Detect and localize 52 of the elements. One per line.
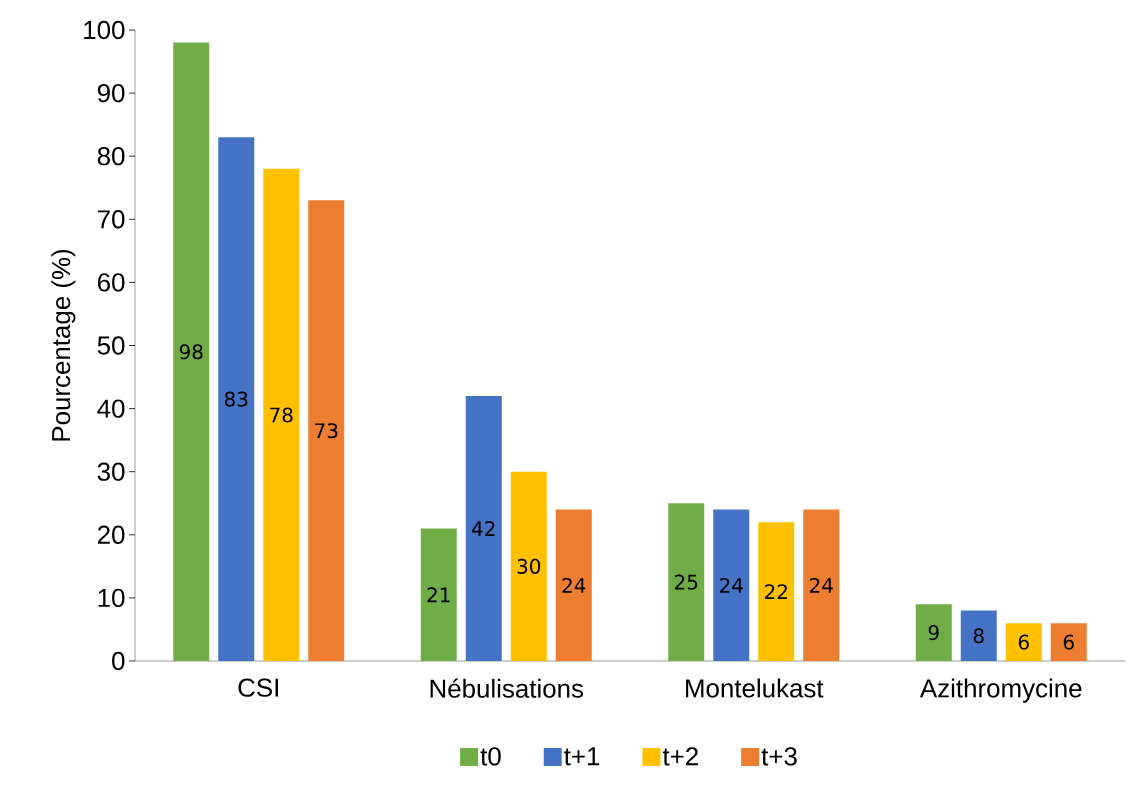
data-label: 83: [224, 391, 248, 407]
data-label: 73: [315, 423, 338, 439]
bar: [420, 528, 457, 661]
bar: [960, 610, 997, 661]
bar: [173, 42, 210, 661]
y-tick-label: 30: [97, 462, 125, 481]
legend-label: t+2: [662, 747, 698, 766]
legend-label: t+3: [761, 747, 797, 766]
bar: [263, 168, 300, 661]
data-label: 22: [765, 584, 787, 599]
y-tick-label: 60: [97, 273, 125, 292]
x-tick-label: Azithromycine: [919, 678, 1082, 703]
x-tick-label: Nébulisations: [430, 678, 584, 698]
x-tick-label: Montelukast: [686, 678, 824, 698]
bar: [713, 509, 750, 661]
bar: [510, 471, 547, 661]
bar: [218, 137, 255, 661]
legend-label: t0: [480, 747, 501, 766]
bar: [465, 395, 502, 661]
bar: [1005, 623, 1042, 661]
data-label: 8: [973, 628, 984, 644]
y-axis-title: Pourcentage (%): [51, 249, 76, 441]
y-tick-label: 0: [112, 651, 125, 671]
data-label: 42: [472, 521, 495, 536]
y-tick-label: 20: [97, 525, 125, 544]
y-tick-label: 80: [97, 147, 125, 166]
bar: [555, 509, 592, 661]
y-tick-label: 40: [97, 399, 125, 418]
bar: [668, 503, 705, 661]
data-label: 78: [270, 407, 293, 423]
data-label: 6: [1018, 634, 1029, 650]
y-tick-label: 50: [97, 336, 125, 355]
data-label: 98: [179, 344, 203, 360]
y-tick-label: 70: [98, 210, 125, 229]
bar: [803, 509, 840, 661]
data-label: 25: [675, 574, 698, 590]
data-label: 6: [1063, 634, 1074, 650]
data-label: 30: [517, 558, 541, 574]
data-label: 24: [810, 577, 833, 593]
y-tick-label: 100: [84, 20, 125, 40]
bar: [1050, 623, 1087, 661]
bar: [758, 522, 795, 661]
data-label: 24: [562, 577, 586, 593]
bar: [915, 604, 952, 661]
bar: [308, 200, 345, 661]
x-tick-label: CSI: [238, 678, 278, 697]
y-tick-label: 10: [98, 588, 125, 608]
data-label: 24: [720, 577, 743, 593]
data-label: 9: [928, 625, 939, 641]
data-label: 21: [427, 587, 450, 603]
legend-label: t+1: [564, 747, 600, 766]
y-tick-label: 90: [97, 83, 125, 103]
